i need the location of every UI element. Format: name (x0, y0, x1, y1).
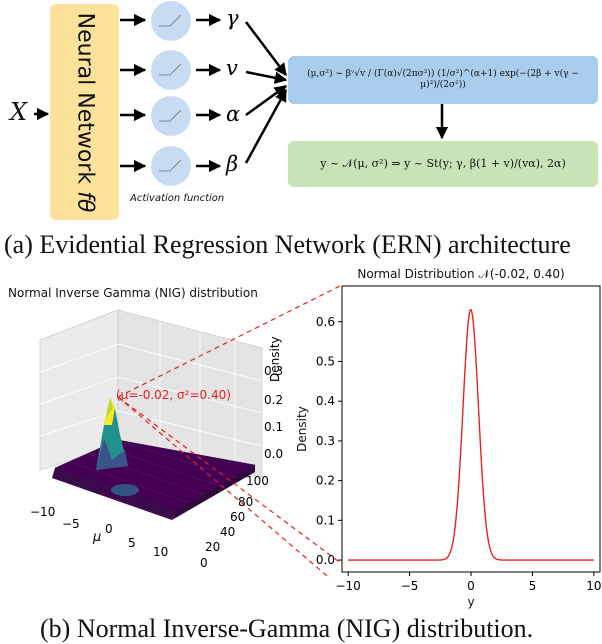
output-alpha: α (226, 102, 241, 126)
mu-tick: 5 (128, 536, 136, 550)
nig-formula: (μ,σ²) ~ βᵛ√v / (Γ(α)√(2πσ²)) (1/σ²)^(α+… (307, 69, 579, 90)
activation-neurons (151, 1, 191, 186)
density-tick: 0.3 (264, 364, 284, 378)
mu-axis-label: μ (93, 530, 102, 545)
sigma-tick: 40 (220, 525, 236, 539)
input-arrow (34, 13, 449, 173)
y-tick-label: 0.4 (316, 394, 335, 408)
density-tick: 0.2 (264, 393, 284, 407)
x-tick-label: 0 (467, 579, 475, 593)
mu-tick: 10 (153, 545, 169, 559)
activation-label: Activation function (130, 193, 225, 204)
x-tick-label: −10 (335, 579, 360, 593)
network-label: Neural Network (72, 12, 97, 184)
caption-b: (b) Normal Inverse-Gamma (NIG) distribut… (40, 614, 534, 643)
neuron-gamma (151, 1, 191, 41)
input-label: X (10, 98, 28, 126)
density-tick: 0.0 (264, 447, 284, 461)
output-beta: β (226, 152, 239, 176)
nig-formula-box: (μ,σ²) ~ βᵛ√v / (Γ(α)√(2πσ²)) (1/σ²)^(α+… (288, 56, 598, 104)
density-axis-label-3d: Density (268, 336, 282, 382)
student-t-box: y ~ 𝒩(μ, σ²) ⇒ y ~ St(y; γ, β(1 + v)/(vα… (288, 141, 598, 187)
sigma-tick: 100 (246, 474, 269, 488)
mu-tick: −5 (62, 517, 80, 531)
output-gamma: γ (226, 6, 239, 30)
sigma-tick: 0 (200, 556, 208, 570)
sigma-tick: 80 (238, 495, 254, 509)
chart-frame (341, 285, 601, 573)
y-tick-label: 0.5 (316, 354, 335, 368)
chart-ylabel: Density (295, 406, 309, 452)
y-tick-label: 0.3 (316, 434, 335, 448)
chart-x-ticks: −10 −5 0 5 10 (335, 572, 601, 593)
network-subscript: fθ (72, 190, 97, 212)
y-tick-label: 0.2 (316, 474, 335, 488)
chart-xlabel: y (467, 595, 474, 609)
neuron-v (151, 50, 191, 90)
neuron-beta (151, 146, 191, 186)
output-v: v (226, 56, 238, 80)
sigma-tick: 20 (205, 540, 221, 554)
y-tick-label: 0.0 (316, 553, 335, 567)
normal-density-curve (348, 308, 594, 561)
x-tick-label: −5 (401, 579, 419, 593)
neuron-alpha (151, 96, 191, 136)
mu-tick: 0 (105, 522, 113, 536)
x-tick-label: 5 (529, 579, 537, 593)
normal-chart: Normal Distribution 𝒩(-0.02, 0.40) 0.00.… (295, 267, 601, 609)
x-tick-label: 10 (586, 579, 601, 593)
chart-title: Normal Distribution 𝒩(-0.02, 0.40) (357, 267, 564, 281)
peak-annotation: (μ=-0.02, σ²=0.40) (116, 388, 231, 402)
y-tick-label: 0.1 (316, 513, 335, 527)
student-t-formula: y ~ 𝒩(μ, σ²) ⇒ y ~ St(y; γ, β(1 + v)/(vα… (320, 157, 566, 170)
nig-plot-title: Normal Inverse Gamma (NIG) distribution (8, 286, 258, 300)
sigma-tick: 60 (230, 510, 246, 524)
density-tick: 0.1 (264, 420, 284, 434)
mu-tick: −10 (30, 505, 56, 519)
y-tick-label: 0.6 (316, 315, 335, 329)
neural-network-block: Neural Network fθ (50, 4, 119, 220)
chart-y-ticks: 0.0 0.1 0.2 0.3 0.4 0.5 0.6 (316, 315, 342, 567)
caption-a: (a) Evidential Regression Network (ERN) … (4, 230, 571, 259)
